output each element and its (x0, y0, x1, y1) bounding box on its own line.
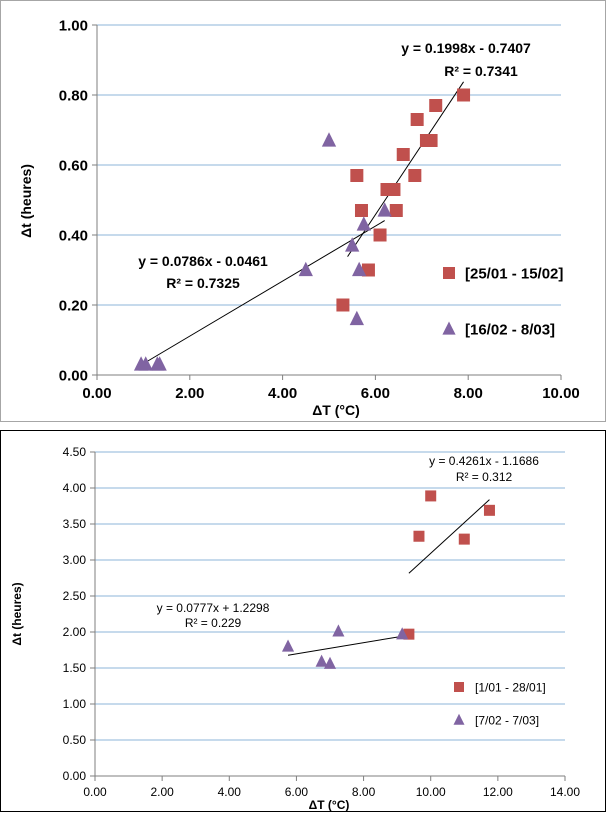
data-point-square (403, 628, 415, 640)
data-point-triangle (377, 202, 392, 217)
data-point-square (458, 533, 470, 545)
chart-panel-2: 0.00 0.50 1.00 1.50 2.00 2.50 3.00 3.50 4.00 4.50… (0, 430, 606, 812)
trendline-triangle (287, 635, 406, 656)
y-tick-label: 2.00 (63, 625, 87, 639)
x-tick-label: 6.00 (361, 385, 390, 402)
data-point-triangle (396, 627, 409, 640)
data-point-square (457, 88, 471, 102)
trendline-square (408, 499, 490, 574)
legend-marker-triangle (453, 713, 465, 725)
data-point-triangle (281, 639, 295, 652)
x-tick-label: 8.00 (454, 385, 483, 402)
trendline-r2: R² = 0.229 (185, 616, 242, 630)
data-point-square (408, 169, 422, 182)
data-point-triangle (321, 132, 337, 147)
data-point-square (429, 99, 443, 112)
trendline-triangle (140, 220, 385, 366)
y-tick-label: 3.00 (63, 553, 87, 567)
x-tick-label: 10.00 (416, 785, 446, 799)
data-point-triangle (349, 310, 364, 326)
y-axis-label: Δt (heures) (18, 164, 34, 238)
data-point-square (396, 148, 410, 161)
y-tick-label: 1.50 (63, 661, 87, 675)
data-point-square (410, 113, 424, 126)
data-point-square (350, 169, 364, 182)
trendline-r2: R² = 0.312 (456, 470, 513, 484)
x-tick-label: 6.00 (285, 785, 309, 799)
chart-2-svg: 0.00 0.50 1.00 1.50 2.00 2.50 3.00 3.50 4.00 4.50… (10, 445, 580, 812)
legend-marker-square (443, 267, 455, 279)
x-tick-label: 2.00 (175, 385, 204, 402)
trendline-equation: y = 0.0786x - 0.0461 (138, 253, 268, 269)
x-tick-label: 4.00 (218, 785, 242, 799)
y-tick-label: 0.00 (59, 367, 88, 384)
x-tick-label: 4.00 (268, 385, 297, 402)
y-tick-label: 0.60 (59, 157, 88, 174)
y-tick-label: 0.20 (59, 297, 88, 314)
data-point-triangle (345, 237, 360, 252)
data-point-triangle (152, 356, 167, 371)
data-point-triangle (298, 261, 313, 277)
trendline-equation: y = 0.1998x - 0.7407 (401, 40, 531, 56)
y-axis-label: Δt (heures) (10, 582, 24, 645)
data-point-triangle (356, 216, 371, 231)
data-point-square (389, 204, 403, 217)
x-tick-label: 10.00 (542, 385, 580, 402)
data-point-square (413, 530, 425, 542)
x-tick-label: 12.00 (483, 785, 513, 799)
data-point-square (483, 504, 495, 516)
data-point-triangle (352, 261, 367, 277)
data-point-square (336, 298, 350, 312)
y-tick-label: 0.80 (59, 87, 88, 104)
y-tick-label: 0.00 (63, 769, 87, 783)
data-point-square (373, 228, 387, 242)
x-tick-label: 14.00 (550, 785, 580, 799)
data-point-triangle (332, 624, 345, 637)
trendline-r2: R² = 0.7341 (444, 63, 518, 79)
chart-1-svg: 0.00 0.20 0.40 0.60 0.80 1.00 0.00 2.00 4.00 6.00… (18, 17, 580, 418)
x-tick-label: 2.00 (150, 785, 174, 799)
legend-marker-triangle (442, 321, 456, 335)
data-point-triangle (323, 656, 337, 669)
x-axis-label: ΔT (°C) (312, 402, 360, 418)
legend-label: [16/02 - 8/03] (465, 321, 555, 338)
data-point-square (354, 204, 368, 217)
data-point-triangle (315, 654, 328, 667)
legend-marker-square (454, 682, 464, 692)
legend-label: [1/01 - 28/01] (475, 680, 546, 694)
x-tick-label: 8.00 (352, 785, 376, 799)
y-tick-label: 1.00 (59, 17, 88, 34)
data-point-square (361, 263, 375, 277)
x-tick-label: 0.00 (82, 385, 111, 402)
y-tick-label: 0.40 (59, 227, 88, 244)
x-tick-label: 0.00 (83, 785, 107, 799)
trendline-equation: y = 0.0777x + 1.2298 (157, 601, 270, 615)
legend-label: [25/01 - 15/02] (465, 265, 563, 282)
y-tick-label: 4.50 (63, 445, 87, 459)
y-tick-label: 3.50 (63, 517, 87, 531)
y-tick-label: 2.50 (63, 589, 87, 603)
data-point-square (387, 183, 401, 196)
trendline-equation: y = 0.4261x - 1.1686 (429, 454, 539, 468)
y-tick-label: 4.00 (63, 481, 87, 495)
data-point-square (424, 134, 438, 147)
y-tick-label: 1.00 (63, 697, 87, 711)
x-axis-label: ΔT (°C) (309, 798, 350, 812)
y-tick-label: 0.50 (63, 733, 87, 747)
chart-panel-1: 0.00 0.20 0.40 0.60 0.80 1.00 0.00 2.00 4.00 6.00… (0, 0, 606, 422)
trendline-r2: R² = 0.7325 (166, 275, 240, 291)
data-point-triangle (138, 356, 153, 371)
legend-label: [7/02 - 7/03] (475, 713, 539, 727)
data-point-square (425, 490, 437, 502)
